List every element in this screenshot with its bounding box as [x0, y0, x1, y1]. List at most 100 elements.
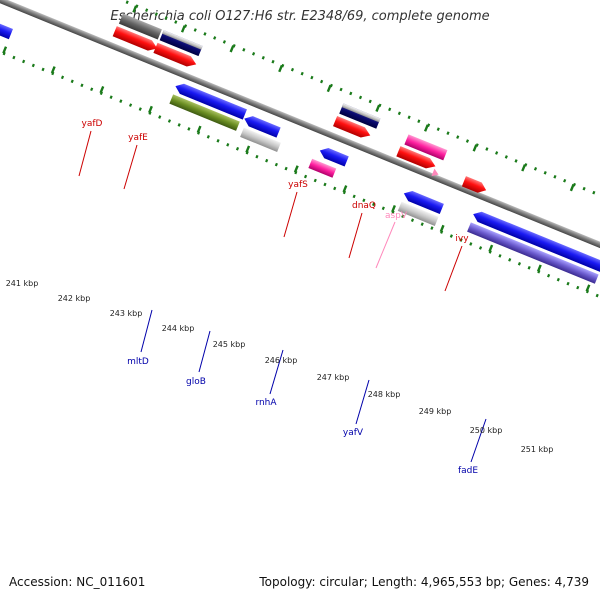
minor-tick [349, 91, 353, 96]
minor-tick [125, 0, 129, 5]
minor-tick [527, 265, 531, 270]
reverse-gene-labels: mltD gloB rnhA yafV fadE [127, 357, 478, 476]
kbp-label: 242 kbp [58, 294, 91, 303]
minor-tick [368, 99, 372, 104]
outer-tick-track [115, 0, 596, 195]
minor-tick [242, 48, 246, 52]
minor-tick [517, 262, 522, 266]
gene-label-dnaQ[interactable]: dnaQ [352, 201, 376, 211]
major-tick [278, 64, 284, 73]
minor-tick [556, 277, 560, 282]
minor-tick [261, 55, 265, 60]
minor-tick [12, 55, 16, 60]
gene-yafD-feature[interactable] [118, 13, 162, 40]
trna-aspV-mark[interactable] [431, 168, 440, 179]
accession-text: Accession: NC_011601 [9, 575, 146, 589]
major-tick [472, 144, 478, 152]
inner-tick-track [2, 46, 599, 298]
gene-label-fadE[interactable]: fadE [458, 466, 478, 476]
kbp-labels: 241 kbp 242 kbp 243 kbp 244 kbp 245 kbp … [6, 279, 554, 454]
minor-tick [495, 151, 499, 155]
major-tick [148, 105, 153, 114]
gene-label-yafD[interactable]: yafD [82, 119, 103, 129]
minor-tick [235, 146, 240, 151]
minor-tick [109, 95, 113, 99]
gene-label-ivy[interactable]: ivy [455, 234, 469, 244]
major-tick [132, 5, 138, 13]
gene-dnaQ-feature[interactable] [404, 134, 448, 161]
minor-tick [498, 254, 502, 258]
gene-yafV-feature[interactable] [397, 201, 439, 227]
kbp-label: 247 kbp [317, 373, 350, 382]
minor-tick [193, 28, 197, 32]
kbp-label: 243 kbp [110, 309, 143, 318]
minor-tick [417, 119, 421, 124]
minor-tick [553, 174, 557, 179]
kbp-label: 241 kbp [6, 279, 39, 288]
minor-tick [420, 222, 424, 226]
minor-tick [456, 135, 460, 139]
reverse-gene-arrow[interactable] [0, 16, 13, 40]
forward-gene-arrow[interactable] [396, 146, 437, 171]
forward-gene-arrow[interactable] [461, 176, 488, 195]
major-tick [342, 185, 348, 193]
aspV-label-line [375, 221, 396, 269]
gene-label-mltD[interactable]: mltD [127, 357, 149, 367]
minor-tick [469, 242, 473, 246]
feature-yafS-top [341, 103, 381, 123]
forward-label-lines [78, 130, 463, 292]
reverse-gene-arrow[interactable] [242, 114, 281, 138]
minor-tick [60, 75, 65, 80]
minor-tick [90, 87, 94, 92]
minor-tick [290, 67, 295, 72]
major-tick [521, 164, 527, 172]
gene-label-aspV[interactable]: aspV [385, 211, 408, 221]
gene-label-gloB[interactable]: gloB [186, 377, 206, 387]
minor-tick [41, 67, 45, 72]
feature-yafE-top [162, 30, 203, 50]
gene-gloB-feature[interactable] [240, 127, 281, 152]
minor-tick [592, 190, 596, 195]
minor-tick [284, 166, 288, 171]
gene-label-yafV[interactable]: yafV [343, 428, 364, 438]
gene-mltD-feature[interactable] [169, 94, 240, 131]
minor-tick [31, 63, 35, 68]
reverse-gene-arrow[interactable] [318, 145, 349, 167]
minor-tick [310, 75, 314, 80]
genome-backbone [0, 0, 600, 275]
reverse-gene-arrow[interactable] [173, 81, 247, 120]
minor-tick [372, 202, 376, 207]
minor-tick [300, 71, 304, 76]
gene-rnhA-feature[interactable] [308, 158, 337, 178]
gene-label-yafS[interactable]: yafS [288, 180, 308, 190]
gene-label-yafE[interactable]: yafE [128, 133, 148, 143]
major-tick [99, 85, 105, 94]
minor-tick [320, 79, 324, 84]
kbp-label: 244 kbp [162, 324, 195, 333]
kbp-label: 249 kbp [419, 407, 452, 416]
reverse-gene-arrow[interactable] [471, 209, 600, 273]
minor-tick [388, 107, 392, 112]
minor-tick [203, 32, 207, 36]
minor-tick [533, 167, 538, 171]
minor-tick [547, 273, 551, 278]
minor-tick [70, 79, 74, 84]
forward-gene-arrow[interactable] [333, 115, 372, 141]
minor-tick [303, 174, 308, 179]
minor-tick [226, 142, 230, 147]
major-tick [245, 145, 251, 153]
minor-tick [514, 159, 518, 163]
major-tick [293, 165, 299, 173]
minor-tick [566, 281, 570, 286]
minor-tick [174, 20, 178, 24]
minor-tick [576, 285, 580, 290]
minor-tick [187, 127, 191, 131]
gene-label-rnhA[interactable]: rnhA [255, 398, 277, 408]
minor-tick [265, 158, 269, 163]
gene-fadE-feature[interactable] [467, 222, 599, 284]
reverse-gene-arrow[interactable] [402, 188, 444, 215]
forward-gene-labels: yafD yafE yafS dnaQ aspV ivy [82, 119, 470, 244]
forward-gene-arrow[interactable] [112, 26, 160, 54]
forward-gene-arrow[interactable] [153, 42, 198, 70]
minor-tick [119, 99, 123, 103]
